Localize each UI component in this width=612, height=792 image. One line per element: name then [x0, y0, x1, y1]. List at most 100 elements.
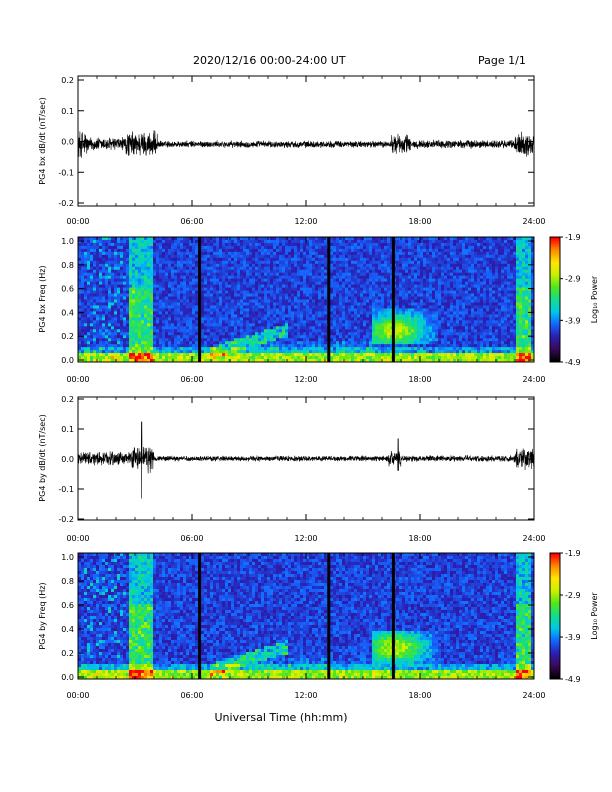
bx-spectrogram-cell — [186, 275, 190, 280]
bx-spectrogram-cell — [366, 308, 370, 312]
bx-spectrogram-cell — [324, 251, 328, 256]
bx-spectrogram-cell — [108, 284, 112, 288]
bx-spectrogram-cell — [162, 254, 166, 259]
bx-spectrogram-cell — [243, 245, 247, 250]
bx-spectrogram-cell — [165, 296, 169, 300]
bx-spectrogram-cell — [129, 323, 133, 327]
bx-spectrogram-cell — [384, 237, 388, 241]
bx-spectrogram-cell — [195, 341, 199, 345]
bx-spectrogram-cell — [168, 335, 172, 339]
bx-spectrogram-cell — [333, 326, 337, 330]
bx-spectrogram-cell — [366, 335, 370, 339]
bx-spectrogram-cell — [147, 344, 151, 348]
bx-dbdt-yticks: 0.20.10.0-0.1-0.2 — [58, 76, 534, 208]
bx-spectrogram-cell — [189, 275, 193, 280]
bx-spectrogram-cell — [156, 263, 160, 268]
bx-spectrogram-cell — [228, 284, 232, 288]
bx-spectrogram-cell — [216, 272, 220, 277]
bx-spectrogram-cell — [414, 353, 418, 357]
bx-spectrogram-cell — [285, 245, 289, 250]
bx-spectrogram-cell — [276, 317, 280, 321]
bx-spectrogram-cell — [297, 266, 301, 271]
bx-spectrogram-cell — [105, 293, 109, 297]
bx-spectrogram-cell — [180, 281, 184, 286]
bx-spectrogram-cell — [99, 287, 103, 291]
bx-spectrogram-cell — [285, 308, 289, 312]
bx-spectrogram-cell — [240, 257, 244, 262]
bx-spectrogram-cell — [291, 287, 295, 291]
bx-spectrogram-cell — [192, 314, 196, 318]
bx-spectrogram-cell — [324, 239, 328, 244]
bx-spectrogram-cell — [213, 266, 217, 271]
bx-spectrogram-cell — [87, 260, 91, 265]
bx-spectrogram-cell — [402, 293, 406, 297]
bx-spectrogram-cell — [291, 335, 295, 339]
bx-spectrogram-cell — [90, 344, 94, 348]
bx-spectrogram-cell — [147, 248, 151, 253]
bx-spectrogram-cell — [183, 242, 187, 247]
bx-spectrogram-cell — [351, 254, 355, 259]
bx-spectrogram-cell — [384, 242, 388, 247]
bx-spectrogram-cell — [123, 314, 127, 318]
bx-spectrogram-cell — [150, 308, 154, 312]
bx-spectrogram-cell — [117, 356, 121, 360]
bx-spectrogram-cell — [168, 332, 172, 336]
bx-spectrogram-cell — [159, 269, 163, 274]
bx-spectrogram-cell — [225, 281, 229, 286]
bx-spectrogram-cell — [294, 293, 298, 297]
bx-spectrogram-cell — [156, 272, 160, 277]
bx-spectrogram-cell — [150, 341, 154, 345]
bx-spectrogram-cell — [318, 320, 322, 324]
bx-spectrogram-cell — [312, 341, 316, 345]
bx-spectrogram-cell — [192, 293, 196, 297]
bx-spectrogram-cell — [306, 254, 310, 259]
bx-spectrogram-cell — [231, 239, 235, 244]
bx-spectrogram-cell — [417, 335, 421, 339]
bx-spectrogram-cell — [294, 278, 298, 283]
bx-spectrogram-cell — [114, 305, 118, 309]
bx-spectrogram-cell — [189, 296, 193, 300]
bx-spectrogram-cell — [108, 245, 112, 250]
bx-spectrogram-cell — [126, 311, 130, 315]
bx-spectrogram-cell — [315, 323, 319, 327]
bx-spectrogram-cell — [90, 326, 94, 330]
bx-spectrogram-cell — [324, 245, 328, 250]
bx-spectrogram-cell — [138, 296, 142, 300]
bx-spectrogram-cell — [336, 257, 340, 262]
bx-spectrogram-cell — [318, 344, 322, 348]
bx-spectrogram-cell — [339, 284, 343, 288]
bx-spectrogram-cell — [225, 242, 229, 247]
bx-spectrogram-cell — [243, 260, 247, 265]
bx-spectrogram-cell — [135, 239, 139, 244]
bx-spectrogram-cell — [357, 237, 361, 241]
bx-spectrogram-cell — [357, 299, 361, 303]
bx-spectrogram-cell — [153, 344, 157, 348]
bx-spectrogram-cell — [156, 254, 160, 259]
bx-spectrogram-cell — [360, 332, 364, 336]
bx-spectrogram-cell — [171, 248, 175, 253]
bx-spectrogram-cell — [219, 314, 223, 318]
bx-spectrogram-cell — [201, 308, 205, 312]
bx-spectrogram-cell — [183, 248, 187, 253]
bx-spectrogram-cell — [186, 287, 190, 291]
bx-spectrogram-cell — [408, 332, 412, 336]
bx-spectrogram-cell — [360, 305, 364, 309]
bx-spectrogram-cell — [210, 323, 214, 327]
bx-spectrogram-cell — [312, 323, 316, 327]
bx-spectrogram-cell — [399, 350, 403, 354]
bx-spectrogram-cell — [339, 332, 343, 336]
bx-spectrogram-cell — [282, 341, 286, 345]
bx-spectrogram-cell — [99, 290, 103, 294]
bx-spectrogram-cell — [180, 251, 184, 256]
bx-spectrogram-cell — [354, 245, 358, 250]
bx-spectrogram-cell — [378, 347, 382, 351]
bx-spectrogram-cell — [216, 281, 220, 286]
bx-spectrogram-cell — [297, 275, 301, 280]
bx-spectrogram-cell — [309, 287, 313, 291]
bx-spectrogram-cell — [315, 269, 319, 274]
bx-spectrogram-cell — [363, 239, 367, 244]
bx-spectrogram-cell — [162, 251, 166, 256]
bx-spectrogram-cell — [357, 260, 361, 265]
bx-spectrogram-cell — [297, 326, 301, 330]
bx-spectrogram-cell — [225, 332, 229, 336]
